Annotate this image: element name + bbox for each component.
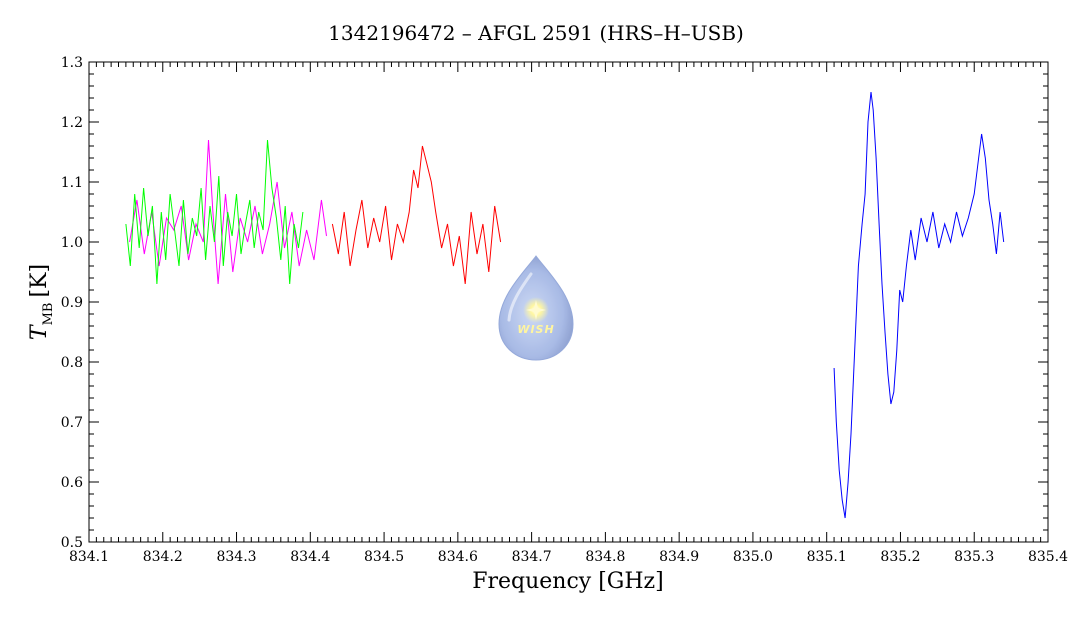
y-tick-label: 0.9 bbox=[61, 295, 83, 311]
x-tick-label: 834.7 bbox=[512, 549, 552, 565]
tick-layer bbox=[88, 61, 1049, 543]
x-tick-labels: 834.1 834.2 834.3 834.4 834.5 834.6 834.7 834.8… bbox=[69, 549, 1068, 565]
y-tick-label: 1.0 bbox=[61, 235, 83, 251]
wish-logo: WISH bbox=[498, 255, 574, 361]
y-axis-title-symbol: T bbox=[27, 323, 52, 340]
series-line-0 bbox=[129, 139, 327, 285]
y-tick-labels: 0.5 0.6 0.7 0.8 0.9 1.0 1.1 1.2 1.3 bbox=[61, 55, 83, 551]
wish-logo-text: WISH bbox=[517, 323, 554, 336]
x-tick-label: 834.1 bbox=[69, 549, 109, 565]
y-tick-label: 0.6 bbox=[61, 475, 83, 491]
x-tick-label: 834.2 bbox=[143, 549, 183, 565]
x-tick-label: 834.5 bbox=[364, 549, 404, 565]
series-line-3 bbox=[833, 91, 1005, 519]
y-tick-label: 1.2 bbox=[61, 115, 83, 131]
y-tick-label: 1.1 bbox=[61, 175, 83, 191]
x-tick-label: 834.6 bbox=[438, 549, 478, 565]
series-layer bbox=[125, 91, 1005, 519]
x-tick-label: 835.3 bbox=[954, 549, 994, 565]
y-tick-label: 0.5 bbox=[61, 535, 83, 551]
series-line-1 bbox=[125, 139, 304, 285]
x-tick-label: 834.9 bbox=[659, 549, 699, 565]
x-tick-label: 835.0 bbox=[733, 549, 773, 565]
x-tick-label: 834.4 bbox=[290, 549, 330, 565]
x-tick-label: 835.2 bbox=[880, 549, 920, 565]
x-axis-title: Frequency [GHz] bbox=[472, 569, 664, 594]
x-tick-label: 834.8 bbox=[585, 549, 625, 565]
x-tick-label: 835.4 bbox=[1028, 549, 1068, 565]
chart-title: 1342196472 – AFGL 2591 (HRS–H–USB) bbox=[328, 21, 744, 45]
y-axis-title: TMB [K] bbox=[27, 264, 56, 340]
x-tick-label: 834.3 bbox=[216, 549, 256, 565]
svg-text:TMB[K]: TMB [K] bbox=[27, 264, 56, 340]
x-tick-label: 835.1 bbox=[807, 549, 847, 565]
y-tick-label: 0.7 bbox=[61, 415, 83, 431]
y-axis-title-unit: [K] bbox=[27, 264, 52, 298]
y-tick-label: 0.8 bbox=[61, 355, 83, 371]
y-axis-title-subscript: MB bbox=[41, 303, 56, 326]
y-tick-label: 1.3 bbox=[61, 55, 83, 71]
series-line-2 bbox=[331, 145, 502, 285]
